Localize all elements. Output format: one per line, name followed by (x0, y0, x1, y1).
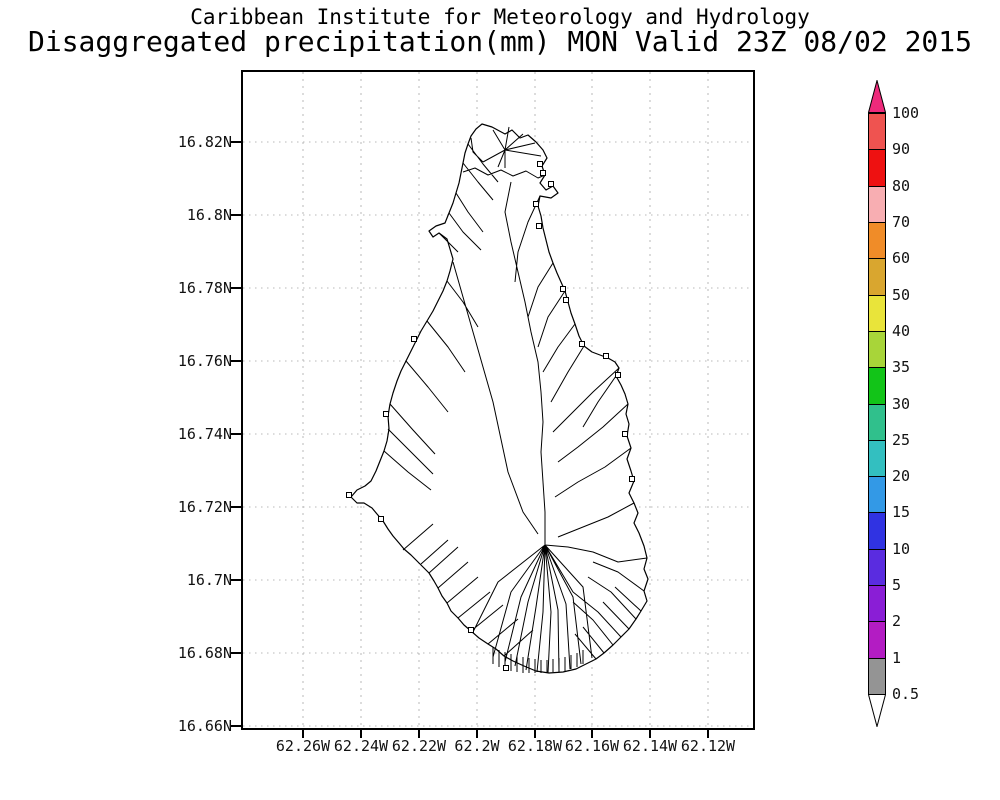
colorbar-label-1: 1 (892, 649, 902, 667)
y-axis-label: 16.78N (177, 279, 232, 297)
island-outline (350, 123, 649, 674)
grid-lines (243, 72, 753, 728)
x-tick (707, 730, 709, 738)
y-tick (231, 141, 241, 143)
x-tick (360, 730, 362, 738)
y-tick (231, 725, 241, 727)
x-axis-label: 62.24W (333, 737, 389, 755)
colorbar-label-20: 20 (892, 467, 911, 485)
colorbar-segment-20 (868, 440, 886, 477)
x-axis-label: 62.2W (454, 737, 500, 755)
colorbar-label-2: 2 (892, 612, 902, 630)
south-coast-fringe (492, 647, 584, 673)
x-axis-label: 62.12W (680, 737, 736, 755)
colorbar-label-10: 10 (892, 540, 911, 558)
x-axis-label: 62.26W (275, 737, 331, 755)
colorbar-label-50: 50 (892, 286, 911, 304)
colorbar-label-40: 40 (892, 322, 911, 340)
drainage-network (383, 126, 648, 674)
colorbar-label-0.5: 0.5 (892, 685, 920, 703)
y-axis-label: 16.82N (177, 133, 232, 151)
x-axis-label: 62.22W (391, 737, 447, 755)
colorbar-label-80: 80 (892, 177, 911, 195)
colorbar-label-100: 100 (892, 104, 920, 122)
y-axis-label: 16.66N (177, 717, 232, 735)
x-axis-label: 62.16W (564, 737, 620, 755)
y-tick (231, 214, 241, 216)
colorbar-label-30: 30 (892, 395, 911, 413)
colorbar-segment-35 (868, 331, 886, 368)
title-institute: Caribbean Institute for Meteorology and … (190, 5, 810, 29)
colorbar: 100 90 80 70 60 50 40 35 30 25 20 15 10 5 2 1 0.5 (868, 80, 928, 728)
colorbar-label-35: 35 (892, 358, 911, 376)
colorbar-label-90: 90 (892, 140, 911, 158)
x-tick (476, 730, 478, 738)
colorbar-down-arrow (868, 694, 886, 727)
y-axis-label: 16.8N (186, 206, 232, 224)
colorbar-segment-25 (868, 404, 886, 441)
colorbar-segment-1 (868, 621, 886, 659)
colorbar-segment-0.5 (868, 658, 886, 695)
map-canvas (243, 72, 753, 728)
colorbar-label-15: 15 (892, 503, 911, 521)
y-axis-label: 16.68N (177, 644, 232, 662)
colorbar-segment-60 (868, 222, 886, 259)
y-tick (231, 579, 241, 581)
colorbar-segment-5 (868, 549, 886, 586)
y-tick (231, 433, 241, 435)
map-plot (241, 70, 755, 730)
x-tick (534, 730, 536, 738)
x-axis-label: 62.18W (507, 737, 563, 755)
colorbar-segment-40 (868, 295, 886, 332)
title-product: Disaggregated precipitation(mm) MON Vali… (27, 25, 972, 58)
y-axis-label: 16.72N (177, 498, 232, 516)
y-axis-label: 16.76N (177, 352, 232, 370)
colorbar-segment-10 (868, 512, 886, 550)
colorbar-segment-2 (868, 585, 886, 622)
colorbar-segment-70 (868, 186, 886, 223)
colorbar-segment-15 (868, 476, 886, 513)
y-axis-label: 16.7N (186, 571, 232, 589)
x-axis-label: 62.14W (622, 737, 678, 755)
x-tick (649, 730, 651, 738)
coast-markers (346, 161, 635, 671)
y-tick (231, 287, 241, 289)
y-tick (231, 652, 241, 654)
colorbar-label-5: 5 (892, 576, 902, 594)
y-axis-label: 16.74N (177, 425, 232, 443)
colorbar-segment-50 (868, 258, 886, 296)
x-tick (591, 730, 593, 738)
y-tick (231, 360, 241, 362)
colorbar-segment-90 (868, 113, 886, 150)
colorbar-segment-30 (868, 367, 886, 405)
x-tick (302, 730, 304, 738)
colorbar-label-60: 60 (892, 249, 911, 267)
colorbar-segment-80 (868, 149, 886, 187)
x-tick (418, 730, 420, 738)
colorbar-label-25: 25 (892, 431, 911, 449)
colorbar-label-70: 70 (892, 213, 911, 231)
colorbar-up-arrow (868, 80, 886, 113)
y-tick (231, 506, 241, 508)
